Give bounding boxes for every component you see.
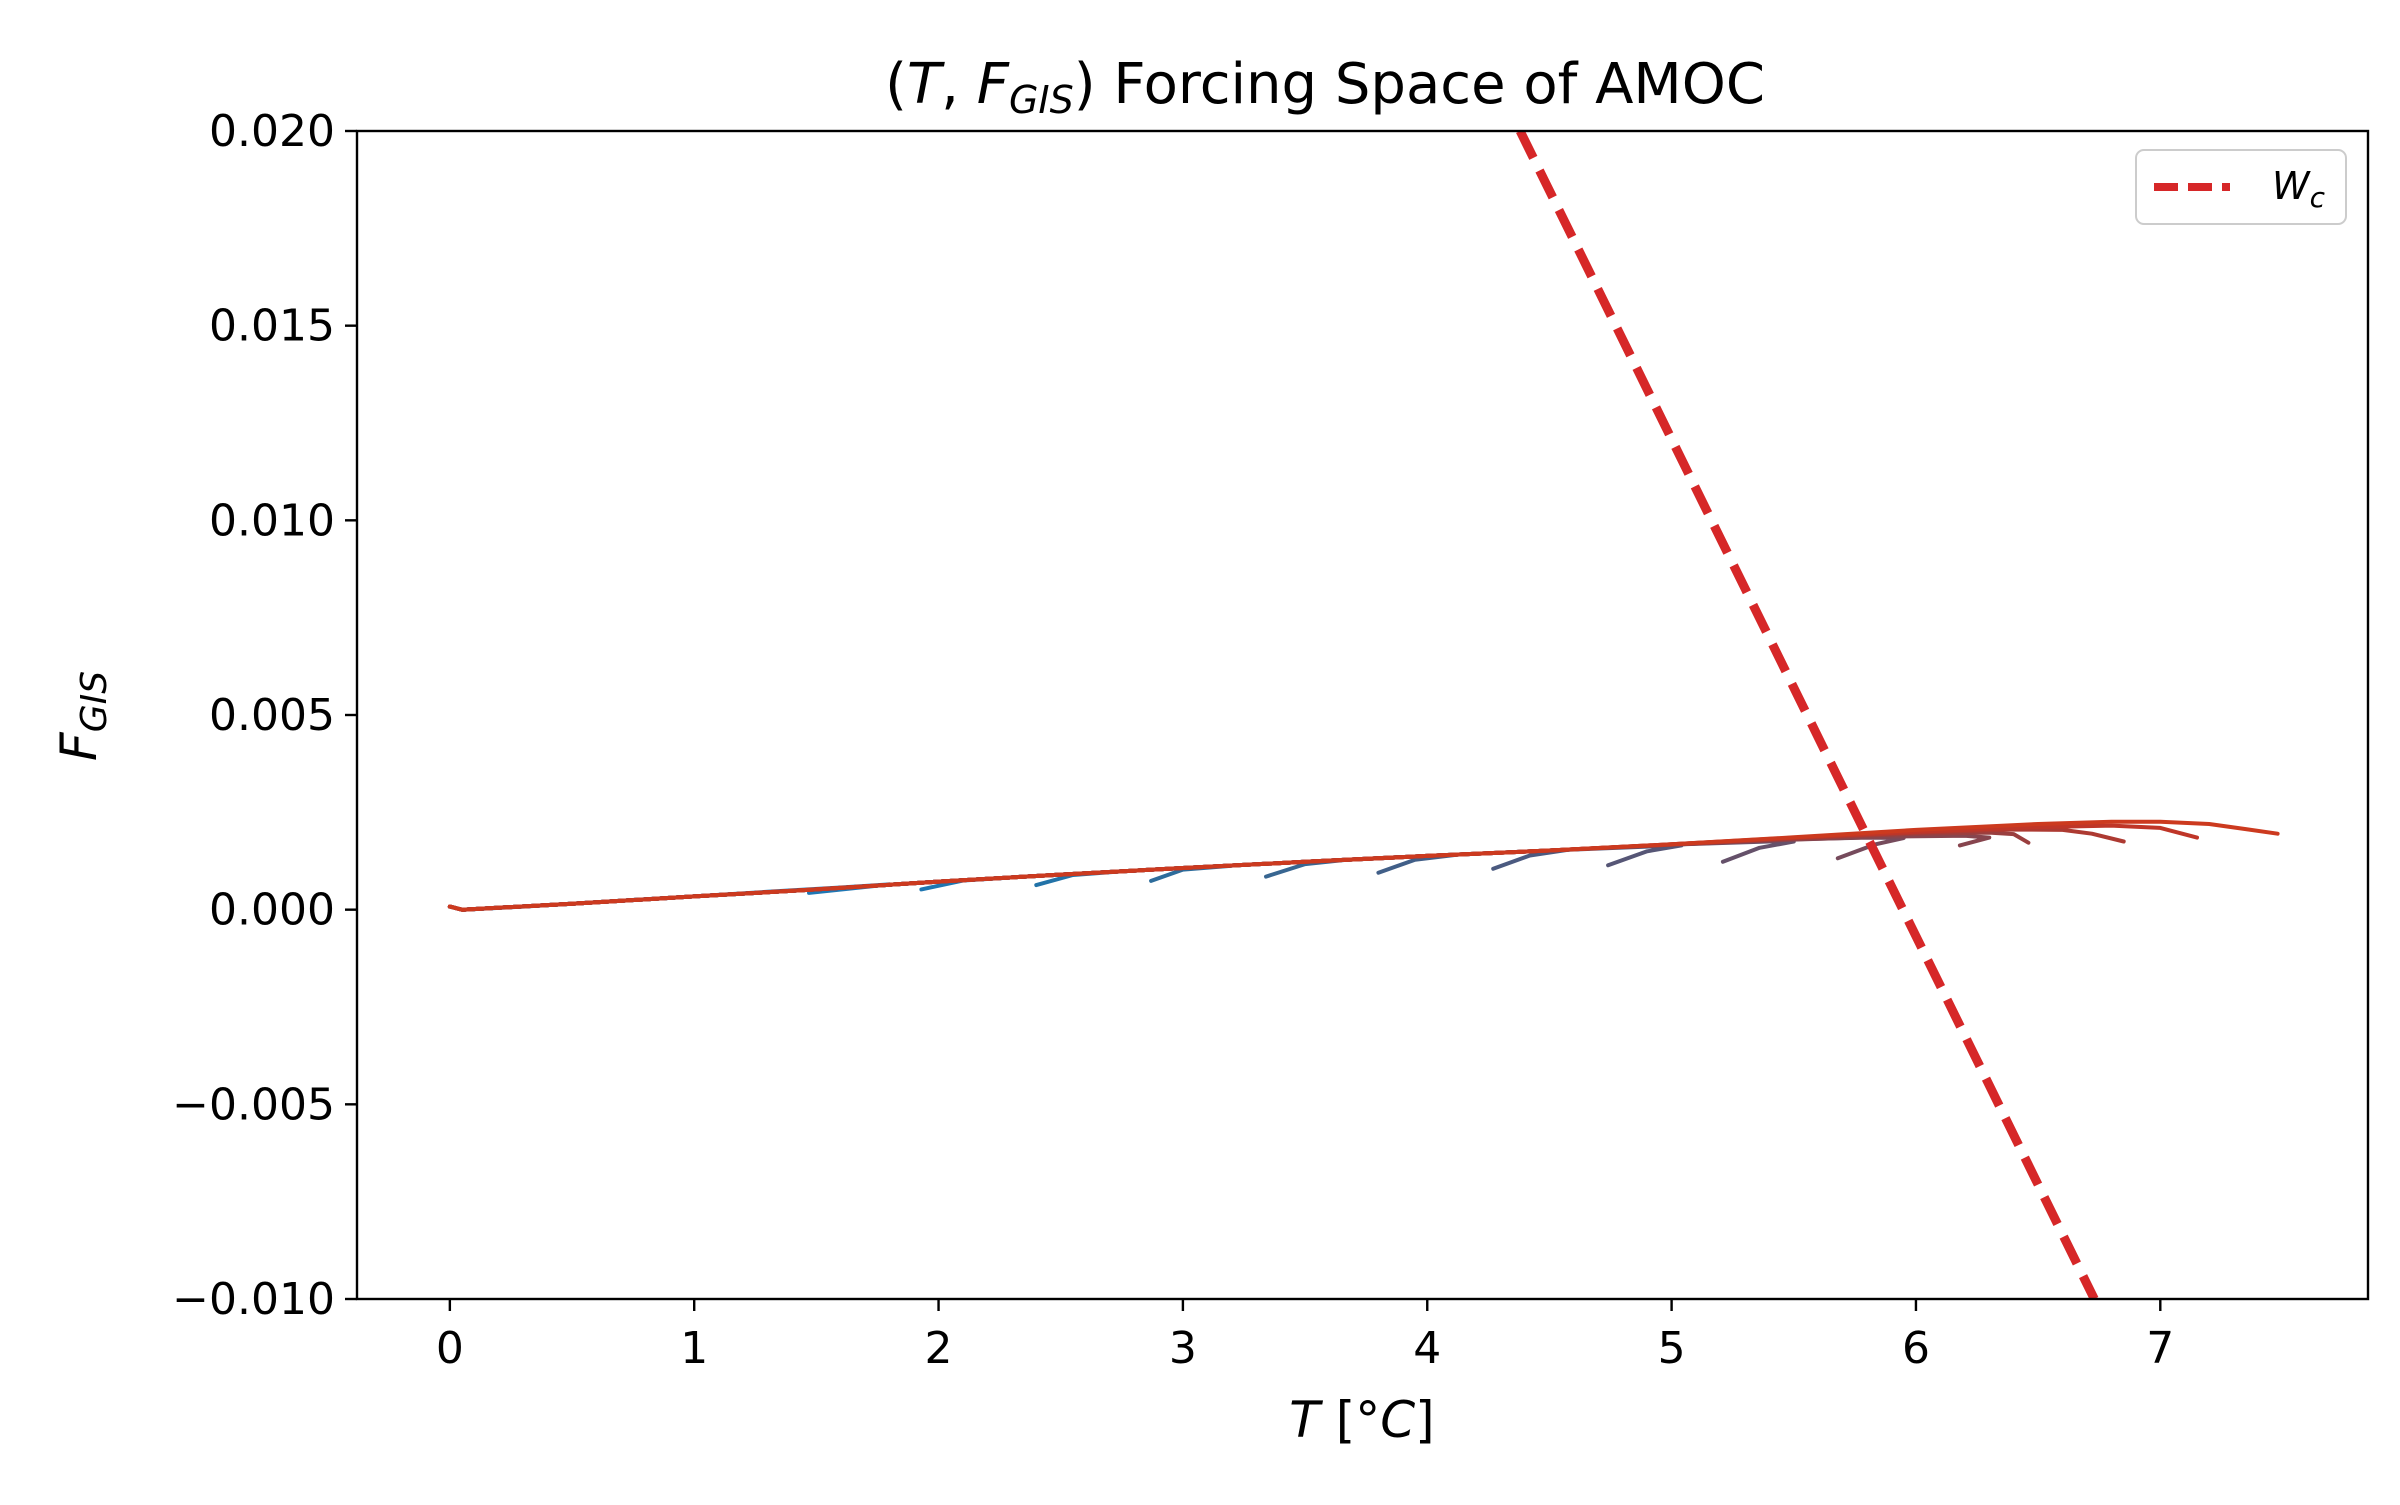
x-axis-ticks: 0 1 2 3 4 5 6 7 <box>436 1299 2174 1374</box>
legend-label: Wc <box>2272 164 2326 214</box>
x-tick-label: 1 <box>680 1323 708 1374</box>
x-tick-label: 0 <box>436 1323 464 1374</box>
trajectory-line-15 <box>447 819 2280 912</box>
x-tick-label: 2 <box>925 1323 953 1374</box>
chart-title: (T, FGIS) Forcing Space of AMOC <box>885 52 1765 122</box>
y-tick-label: 0.015 <box>209 301 335 352</box>
x-tick-label: 4 <box>1413 1323 1441 1374</box>
x-tick-label: 7 <box>2146 1323 2174 1374</box>
x-tick-label: 3 <box>1169 1323 1197 1374</box>
y-tick-label: 0.020 <box>209 106 335 157</box>
series-layer <box>447 819 2280 912</box>
critical-line-wc <box>1516 131 2099 1299</box>
legend: Wc <box>2135 149 2347 225</box>
critical-layer <box>1516 131 2099 1299</box>
legend-box <box>2135 149 2347 225</box>
y-tick-label: −0.005 <box>172 1079 335 1130</box>
y-axis-ticks: 0.020 0.015 0.010 0.005 0.000 −0.005 −0.010 <box>172 106 357 1325</box>
y-tick-label: 0.010 <box>209 495 335 546</box>
y-axis-title: FGIS <box>50 671 115 761</box>
x-tick-label: 5 <box>1658 1323 1686 1374</box>
y-tick-label: 0.000 <box>209 885 335 936</box>
x-axis-title: T [°C] <box>1289 1391 1434 1449</box>
x-tick-label: 6 <box>1902 1323 1930 1374</box>
y-tick-label: −0.010 <box>172 1274 335 1325</box>
y-tick-label: 0.005 <box>209 690 335 741</box>
